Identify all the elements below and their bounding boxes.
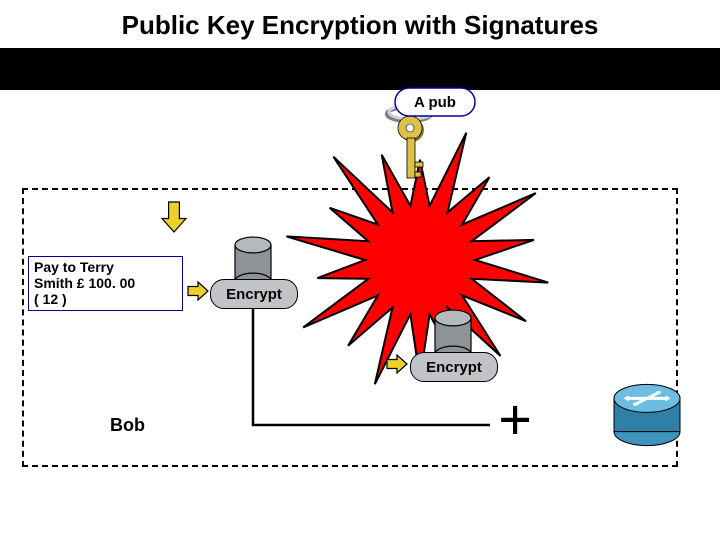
message-line: ( 12 ) (34, 291, 177, 307)
key-icon (387, 105, 433, 178)
encrypt-label-1: Encrypt (226, 286, 282, 303)
plus-sign: + (498, 386, 532, 455)
message-box: Pay to TerrySmith £ 100. 00( 12 ) (28, 256, 183, 311)
svg-text:A pub: A pub (414, 94, 456, 111)
page-title: Public Key Encryption with Signatures (60, 10, 660, 41)
encrypt-box-2: Encrypt (410, 352, 498, 382)
encrypt-label-2: Encrypt (426, 359, 482, 376)
title-bar (0, 48, 720, 90)
encrypt-box-1: Encrypt (210, 279, 298, 309)
key-label: A pub (395, 88, 475, 116)
bob-label: Bob (110, 415, 145, 436)
message-line: Smith £ 100. 00 (34, 275, 177, 291)
message-line: Pay to Terry (34, 259, 177, 275)
